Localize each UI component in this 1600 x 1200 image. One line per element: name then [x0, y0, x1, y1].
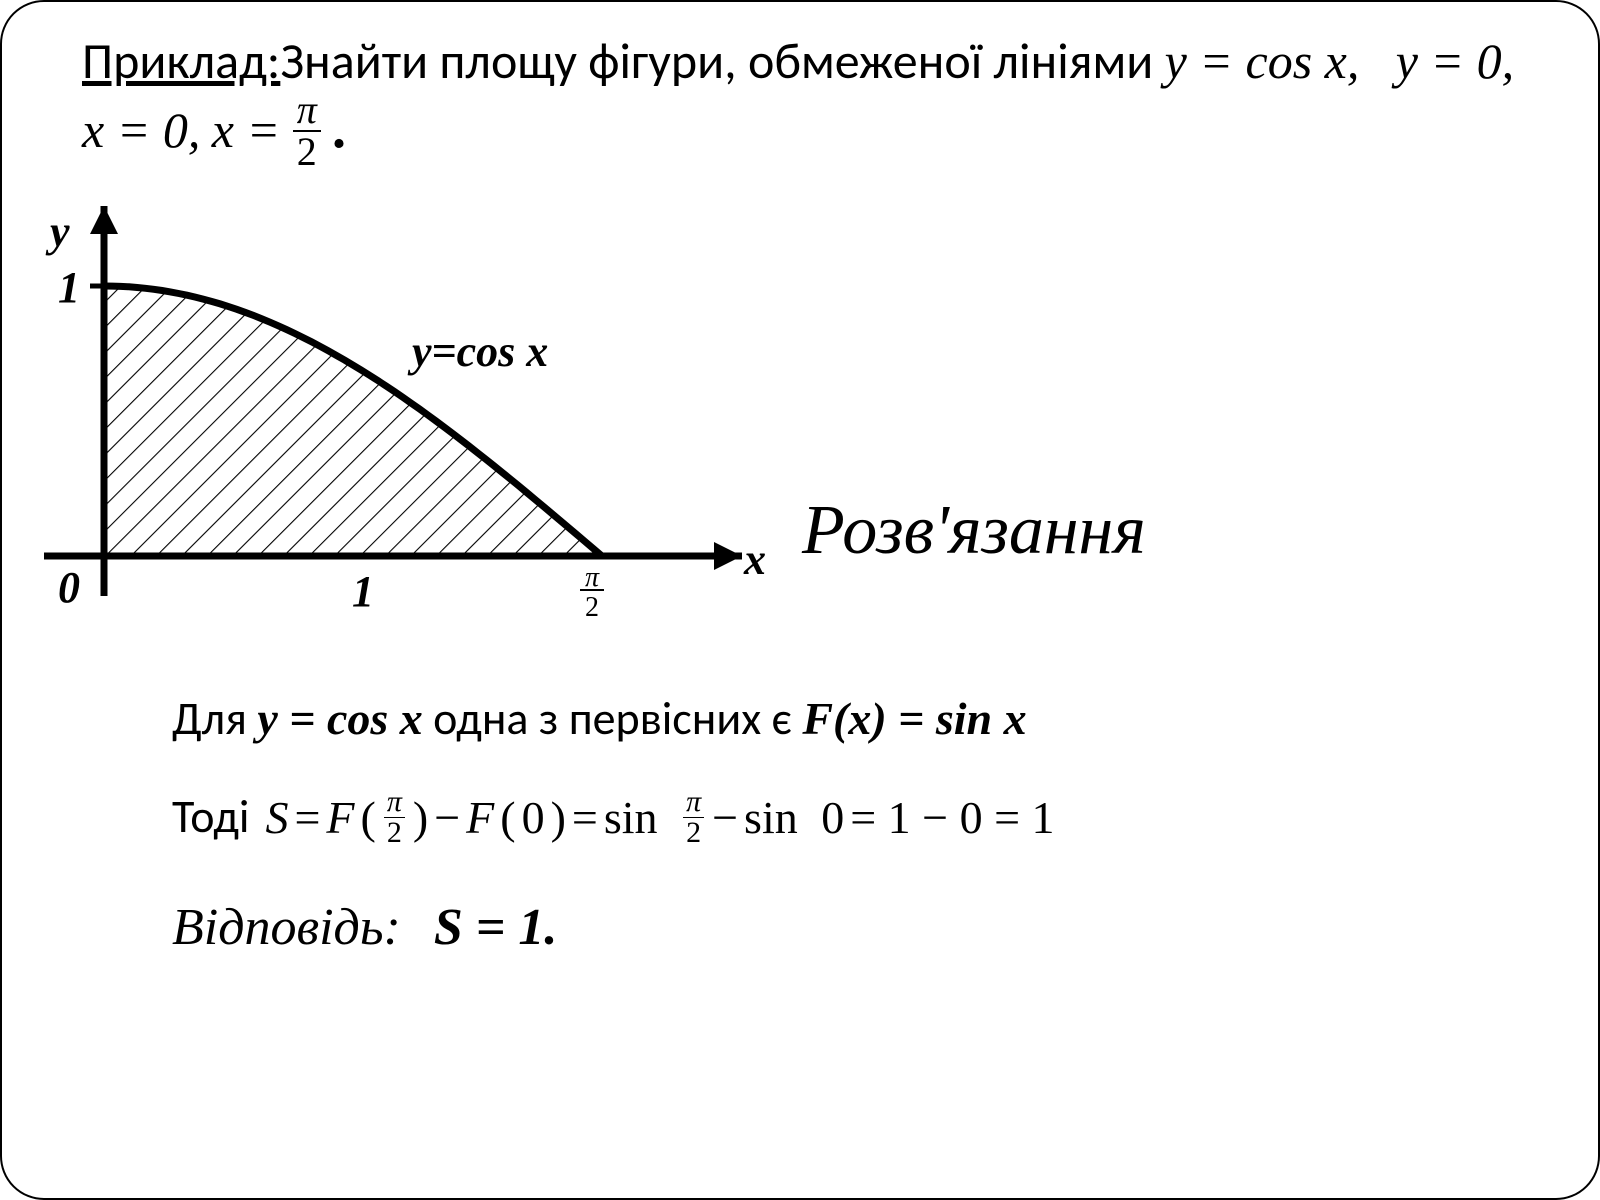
- y-cosx: y = cos x: [257, 693, 422, 744]
- svg-text:y=cos x: y=cos x: [407, 327, 548, 376]
- answer-value: S = 1.: [434, 899, 558, 956]
- problem-eq-x0: x = 0,: [82, 102, 200, 158]
- problem-statement: Приклад:Знайти площу фігури, обмеженої л…: [42, 30, 1558, 186]
- svg-text:2: 2: [585, 592, 599, 623]
- cosine-area-graph: y x 1 0 1 y=cos x π2: [42, 186, 772, 626]
- fraction-pi-over-2: π2: [293, 90, 321, 172]
- graph-and-title-row: y x 1 0 1 y=cos x π2 Розв'язання: [42, 186, 1558, 631]
- svg-text:y: y: [45, 207, 70, 256]
- frac-pi-2-b: π2: [683, 787, 704, 848]
- frac-pi-2-a: π2: [384, 787, 405, 848]
- antiderivative-line: Для y = cos x одна з первісних є F(x) = …: [172, 691, 1518, 747]
- svg-text:1: 1: [58, 263, 80, 312]
- svg-text:π: π: [585, 562, 600, 593]
- svg-text:0: 0: [58, 563, 80, 612]
- graph-container: y x 1 0 1 y=cos x π2: [42, 186, 772, 631]
- example-label: Приклад:: [82, 31, 280, 92]
- then-label: Тоді: [172, 789, 249, 845]
- problem-eq-y: y = cos x,: [1165, 33, 1360, 89]
- svg-text:x: x: [743, 535, 766, 584]
- problem-text: Знайти площу фігури, обмеженої лініями: [280, 31, 1164, 92]
- problem-period: .: [332, 98, 346, 160]
- slide-frame: Приклад:Знайти площу фігури, обмеженої л…: [0, 0, 1600, 1200]
- computation-line: Тоді S = F ( π2 ) − F (0) = sin π2 − sin…: [172, 787, 1518, 848]
- answer-line: Відповідь: S = 1.: [172, 898, 1518, 957]
- problem-eq-y0: y = 0,: [1371, 33, 1514, 89]
- answer-label: Відповідь:: [172, 899, 401, 956]
- problem-eq-xpi2-prefix: x =: [212, 102, 293, 158]
- solution-body: Для y = cos x одна з первісних є F(x) = …: [42, 631, 1558, 957]
- F-sinx: F(x) = sin x: [802, 693, 1026, 744]
- svg-text:1: 1: [352, 567, 374, 616]
- solution-heading: Розв'язання: [792, 491, 1146, 631]
